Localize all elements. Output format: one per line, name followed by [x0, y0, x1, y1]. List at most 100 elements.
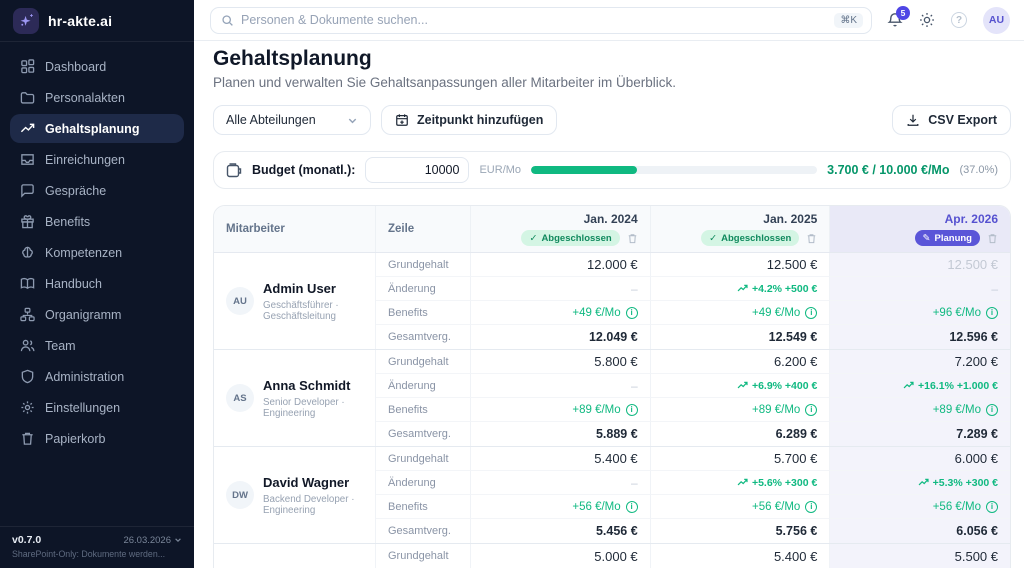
salary-cell[interactable]: 5.400 € — [471, 447, 651, 471]
employee-name: Admin User — [263, 281, 336, 296]
delete-period-icon[interactable] — [627, 233, 638, 244]
sidebar-item-benefits[interactable]: Benefits — [10, 207, 184, 236]
info-icon[interactable]: i — [986, 307, 998, 319]
salary-cell[interactable]: 5.500 € — [830, 544, 1010, 568]
users-icon — [20, 338, 35, 353]
avatar: DW — [226, 481, 254, 509]
avatar: AU — [226, 287, 254, 315]
sidebar-item-administration[interactable]: Administration — [10, 362, 184, 391]
csv-export-button[interactable]: CSV Export — [892, 105, 1011, 135]
page-title: Gehaltsplanung — [213, 47, 1011, 71]
app-window: hr-akte.ai Dashboard Personalakten Gehal… — [0, 0, 1024, 568]
row-label: Grundgehalt — [376, 350, 471, 374]
employee-role: Backend Developer · Engineering — [263, 494, 363, 516]
trend-up-icon — [903, 380, 914, 391]
info-icon[interactable]: i — [626, 404, 638, 416]
sidebar-item-gehaltsplanung[interactable]: Gehaltsplanung — [10, 114, 184, 143]
add-timepoint-button[interactable]: Zeitpunkt hinzufügen — [381, 105, 557, 135]
info-icon[interactable]: i — [986, 404, 998, 416]
benefits-cell: +49 €/Moi — [651, 301, 831, 325]
total-cell: 5.456 € — [471, 519, 651, 543]
budget-input[interactable] — [365, 157, 469, 183]
info-icon[interactable]: i — [626, 307, 638, 319]
page-subtitle: Planen und verwalten Sie Gehaltsanpassun… — [213, 75, 1011, 90]
sidebar-item-kompetenzen[interactable]: Kompetenzen — [10, 238, 184, 267]
notification-count-badge: 5 — [896, 6, 910, 20]
controls-row: Alle Abteilungen Zeitpunkt hinzufügen CS… — [213, 105, 1011, 135]
sidebar: hr-akte.ai Dashboard Personalakten Gehal… — [0, 0, 194, 568]
calendar-plus-icon — [395, 113, 409, 127]
salary-cell[interactable]: 12.000 € — [471, 253, 651, 277]
row-label: Änderung — [376, 374, 471, 398]
global-search[interactable]: ⌘K — [210, 7, 872, 34]
row-label: Änderung — [376, 471, 471, 495]
book-open-icon — [20, 276, 35, 291]
budget-percent: (37.0%) — [959, 164, 998, 176]
user-avatar[interactable]: AU — [983, 7, 1010, 34]
info-icon[interactable]: i — [805, 307, 817, 319]
sidebar-item-einreichungen[interactable]: Einreichungen — [10, 145, 184, 174]
info-icon[interactable]: i — [805, 404, 817, 416]
change-cell: +4.2% +500 € — [651, 277, 831, 301]
sidebar-item-handbuch[interactable]: Handbuch — [10, 269, 184, 298]
sidebar-item-personalakten[interactable]: Personalakten — [10, 83, 184, 112]
table-header: Mitarbeiter Zeile Jan. 2024 ✓Abgeschloss… — [214, 206, 1010, 253]
employee-group-partial: Grundgehalt 5.000 € 5.400 € 5.500 € — [214, 544, 1010, 568]
row-label: Benefits — [376, 398, 471, 422]
delete-period-icon[interactable] — [806, 233, 817, 244]
period-header-jan-2025: Jan. 2025 ✓Abgeschlossen — [651, 206, 831, 252]
sidebar-item-label: Papierkorb — [45, 432, 105, 446]
employee-cell[interactable]: AS Anna Schmidt Senior Developer · Engin… — [214, 350, 376, 446]
sidebar-item-organigramm[interactable]: Organigramm — [10, 300, 184, 329]
benefits-cell: +89 €/Moi — [471, 398, 651, 422]
sidebar-item-label: Handbuch — [45, 277, 102, 291]
employee-cell[interactable] — [214, 544, 376, 568]
help-icon[interactable]: ? — [951, 12, 967, 28]
salary-cell[interactable]: 6.000 € — [830, 447, 1010, 471]
org-chart-icon — [20, 307, 35, 322]
total-cell: 5.889 € — [471, 422, 651, 446]
benefits-cell: +56 €/Moi — [830, 495, 1010, 519]
app-version: v0.7.0 — [12, 534, 41, 546]
employee-group: DW David Wagner Backend Developer · Engi… — [214, 447, 1010, 544]
notifications-button[interactable]: 5 — [887, 12, 903, 28]
change-cell: +16.1% +1.000 € — [830, 374, 1010, 398]
salary-cell[interactable]: 5.400 € — [651, 544, 831, 568]
total-cell: 12.549 € — [651, 325, 831, 349]
info-icon[interactable]: i — [986, 501, 998, 513]
sun-icon[interactable] — [919, 12, 935, 28]
employee-role: Geschäftsführer · Geschäftsleitung — [263, 300, 363, 322]
status-badge-done: ✓Abgeschlossen — [701, 230, 799, 246]
salary-cell[interactable]: 12.500 € — [830, 253, 1010, 277]
search-input[interactable] — [241, 13, 827, 27]
build-date[interactable]: 26.03.2026 — [123, 535, 182, 546]
employee-cell[interactable]: AU Admin User Geschäftsführer · Geschäft… — [214, 253, 376, 349]
employee-cell[interactable]: DW David Wagner Backend Developer · Engi… — [214, 447, 376, 543]
sidebar-item-papierkorb[interactable]: Papierkorb — [10, 424, 184, 453]
period-header-jan-2024: Jan. 2024 ✓Abgeschlossen — [471, 206, 651, 252]
sidebar-nav: Dashboard Personalakten Gehaltsplanung E… — [0, 42, 194, 526]
trash-icon — [20, 431, 35, 446]
sidebar-item-einstellungen[interactable]: Einstellungen — [10, 393, 184, 422]
department-filter-select[interactable]: Alle Abteilungen — [213, 105, 371, 135]
salary-cell[interactable]: 6.200 € — [651, 350, 831, 374]
info-icon[interactable]: i — [626, 501, 638, 513]
sidebar-item-team[interactable]: Team — [10, 331, 184, 360]
salary-cell[interactable]: 7.200 € — [830, 350, 1010, 374]
info-icon[interactable]: i — [805, 501, 817, 513]
chat-icon — [20, 183, 35, 198]
salary-cell[interactable]: 5.800 € — [471, 350, 651, 374]
trend-up-icon — [737, 477, 748, 488]
salary-cell[interactable]: 12.500 € — [651, 253, 831, 277]
trend-up-icon — [737, 380, 748, 391]
change-cell: +5.3% +300 € — [830, 471, 1010, 495]
salary-cell[interactable]: 5.700 € — [651, 447, 831, 471]
search-icon — [221, 14, 234, 27]
row-label: Änderung — [376, 277, 471, 301]
sidebar-item-gespraeche[interactable]: Gespräche — [10, 176, 184, 205]
salary-cell[interactable]: 5.000 € — [471, 544, 651, 568]
sidebar-item-dashboard[interactable]: Dashboard — [10, 52, 184, 81]
delete-period-icon[interactable] — [987, 233, 998, 244]
sidebar-item-label: Einstellungen — [45, 401, 120, 415]
total-cell: 12.049 € — [471, 325, 651, 349]
